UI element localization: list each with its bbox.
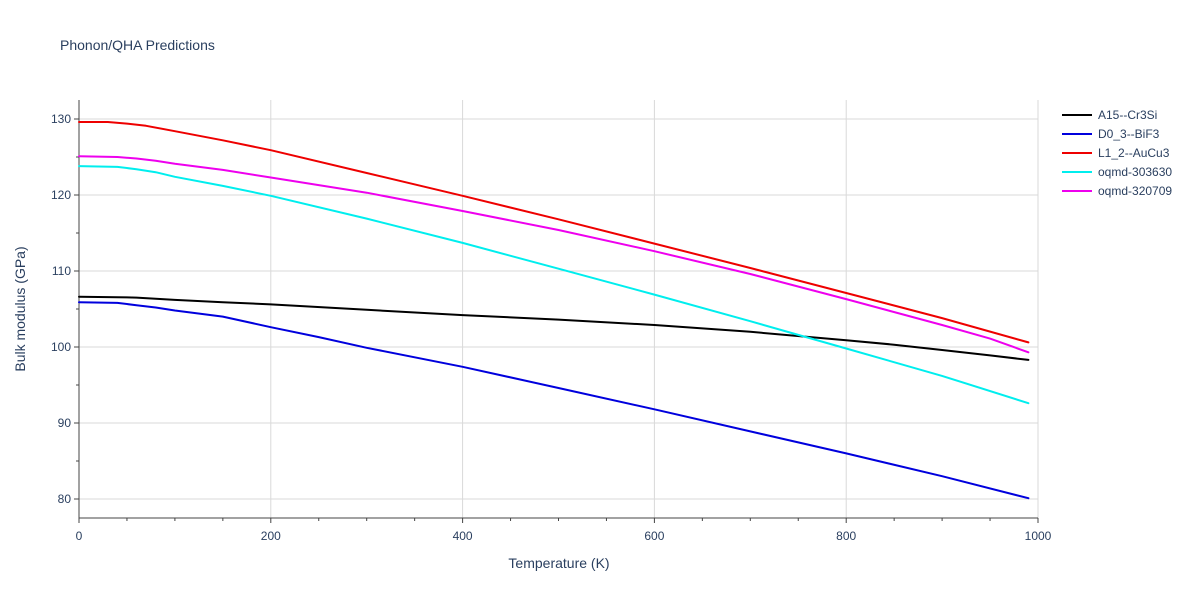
series-line-A15--Cr3Si (78, 295, 1030, 361)
x-tick-label: 1000 (1025, 529, 1052, 543)
y-tick-label: 130 (51, 112, 71, 126)
series-lines (78, 121, 1030, 500)
x-tick-label: 400 (453, 529, 473, 543)
axes: 0 200 400 600 800 1000 80 90 100 110 120 130 (51, 100, 1052, 543)
x-axis-title: Temperature (K) (508, 555, 609, 571)
legend-label: A15--Cr3Si (1098, 108, 1157, 122)
legend: A15--Cr3Si D0_3--BiF3 L1_2--AuCu3 oqmd-3036… (1062, 108, 1172, 198)
series-line-D0_3--BiF3 (78, 301, 1030, 500)
legend-item[interactable]: oqmd-320709 (1062, 184, 1172, 198)
legend-item[interactable]: L1_2--AuCu3 (1062, 146, 1170, 160)
x-tick-label: 200 (261, 529, 281, 543)
series-line-L1_2--AuCu3 (78, 121, 1030, 344)
series-line-oqmd-303630 (78, 165, 1030, 405)
legend-item[interactable]: D0_3--BiF3 (1062, 127, 1160, 141)
y-tick-label: 110 (52, 264, 71, 278)
y-tick-label: 90 (58, 416, 72, 430)
series-line-oqmd-320709 (78, 155, 1030, 354)
y-tick-label: 80 (58, 492, 72, 506)
chart-title: Phonon/QHA Predictions (60, 37, 215, 53)
grid (78, 100, 1039, 518)
legend-label: L1_2--AuCu3 (1098, 146, 1170, 160)
legend-label: D0_3--BiF3 (1098, 127, 1160, 141)
x-tick-label: 800 (836, 529, 856, 543)
legend-item[interactable]: A15--Cr3Si (1062, 108, 1157, 122)
x-tick-label: 600 (644, 529, 664, 543)
legend-label: oqmd-303630 (1098, 165, 1172, 179)
x-tick-label: 0 (76, 529, 83, 543)
legend-item[interactable]: oqmd-303630 (1062, 165, 1172, 179)
legend-label: oqmd-320709 (1098, 184, 1172, 198)
y-axis-title: Bulk modulus (GPa) (12, 246, 28, 371)
y-tick-label: 100 (51, 340, 71, 354)
y-tick-label: 120 (51, 188, 71, 202)
